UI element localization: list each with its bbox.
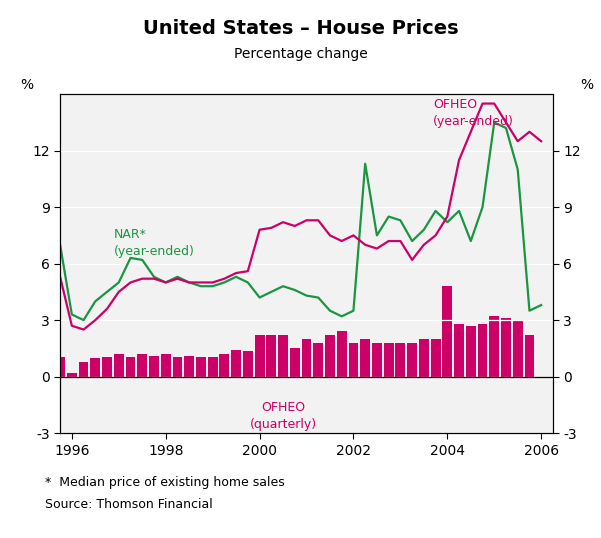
Bar: [313, 343, 323, 377]
Bar: [79, 362, 88, 377]
Bar: [161, 354, 171, 377]
Bar: [90, 358, 100, 377]
Bar: [454, 324, 464, 377]
Bar: [114, 354, 124, 377]
Bar: [137, 354, 147, 377]
Bar: [290, 349, 300, 377]
Bar: [67, 373, 77, 377]
Bar: [372, 343, 382, 377]
Text: %: %: [20, 79, 33, 93]
Text: United States – House Prices: United States – House Prices: [142, 19, 459, 38]
Text: Source: Thomson Financial: Source: Thomson Financial: [45, 498, 213, 511]
Bar: [419, 339, 429, 377]
Bar: [325, 335, 335, 377]
Bar: [302, 339, 311, 377]
Bar: [243, 351, 253, 377]
Bar: [383, 343, 394, 377]
Bar: [407, 343, 417, 377]
Bar: [431, 339, 441, 377]
Bar: [149, 356, 159, 377]
Bar: [337, 331, 347, 377]
Bar: [349, 343, 358, 377]
Text: NAR*
(year-ended): NAR* (year-ended): [114, 228, 195, 258]
Bar: [442, 286, 452, 377]
Bar: [255, 335, 264, 377]
Bar: [185, 356, 194, 377]
Bar: [126, 357, 135, 377]
Bar: [525, 335, 534, 377]
Bar: [278, 335, 288, 377]
Bar: [196, 357, 206, 377]
Text: %: %: [580, 79, 593, 93]
Bar: [478, 324, 487, 377]
Bar: [360, 339, 370, 377]
Bar: [231, 350, 241, 377]
Text: Percentage change: Percentage change: [234, 47, 367, 61]
Bar: [55, 357, 65, 377]
Bar: [501, 318, 511, 377]
Bar: [219, 354, 230, 377]
Text: OFHEO
(year-ended): OFHEO (year-ended): [433, 98, 514, 128]
Bar: [266, 335, 276, 377]
Bar: [513, 320, 523, 377]
Bar: [172, 357, 182, 377]
Text: *  Median price of existing home sales: * Median price of existing home sales: [45, 476, 285, 489]
Text: OFHEO
(quarterly): OFHEO (quarterly): [249, 401, 317, 431]
Bar: [208, 357, 218, 377]
Bar: [489, 316, 499, 377]
Bar: [395, 343, 405, 377]
Bar: [102, 357, 112, 377]
Bar: [466, 326, 476, 377]
